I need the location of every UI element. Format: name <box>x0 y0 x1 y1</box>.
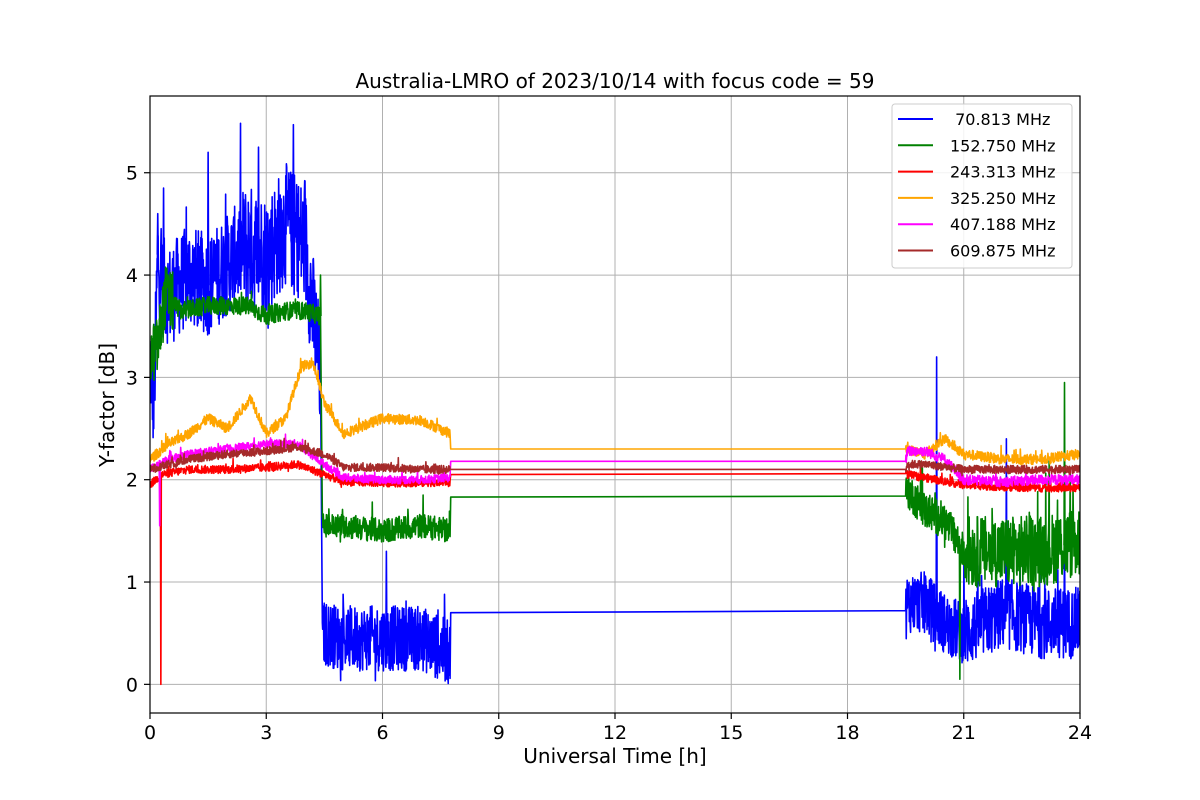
x-tick-label: 0 <box>144 722 156 744</box>
chart-title: Australia-LMRO of 2023/10/14 with focus … <box>355 69 874 93</box>
x-tick-label: 18 <box>835 722 859 744</box>
series-lines <box>150 122 1080 686</box>
series-spike <box>158 464 161 527</box>
y-axis-label: Y-factor [dB] <box>95 343 119 468</box>
legend-box <box>891 103 1073 269</box>
x-axis-label: Universal Time [h] <box>523 744 706 768</box>
x-tick-label: 6 <box>376 722 388 744</box>
x-tick-label: 9 <box>493 722 505 744</box>
series-spike <box>206 151 210 286</box>
legend: 70.813 MHz 152.750 MHz 243.313 MHz 325.250 … <box>891 103 1073 269</box>
y-tick-label: 1 <box>126 572 138 594</box>
series-spike <box>935 356 938 615</box>
x-tick-label: 3 <box>260 722 272 744</box>
y-tick-label: 4 <box>126 265 138 287</box>
y-tick-label: 5 <box>126 163 138 185</box>
legend-label: 152.750 MHz <box>950 136 1055 155</box>
x-tick-label: 24 <box>1068 722 1092 744</box>
series-spike <box>292 123 295 233</box>
series-spike <box>162 187 165 288</box>
series-spike <box>958 545 962 681</box>
series-line <box>150 266 1080 592</box>
legend-label: 325.250 MHz <box>950 189 1055 208</box>
series-spike <box>257 146 260 251</box>
legend-label: 243.313 MHz <box>950 163 1055 182</box>
y-tick-label: 3 <box>126 367 138 389</box>
series-spike <box>319 274 322 316</box>
legend-label: 70.813 MHz <box>950 110 1050 129</box>
y-tick-label: 0 <box>126 674 138 696</box>
series-line <box>150 433 1080 488</box>
series-spike <box>156 212 160 255</box>
series-spike <box>159 475 163 686</box>
series-line <box>150 437 1080 477</box>
legend-label: 609.875 MHz <box>950 242 1055 261</box>
x-tick-label: 12 <box>603 722 627 744</box>
x-tick-label: 21 <box>952 722 976 744</box>
y-tick-label: 2 <box>126 470 138 492</box>
series-line <box>150 357 1080 466</box>
legend-label: 407.188 MHz <box>950 215 1055 234</box>
series-spike <box>385 550 388 639</box>
series-spike <box>1063 381 1066 546</box>
x-tick-label: 15 <box>719 722 743 744</box>
